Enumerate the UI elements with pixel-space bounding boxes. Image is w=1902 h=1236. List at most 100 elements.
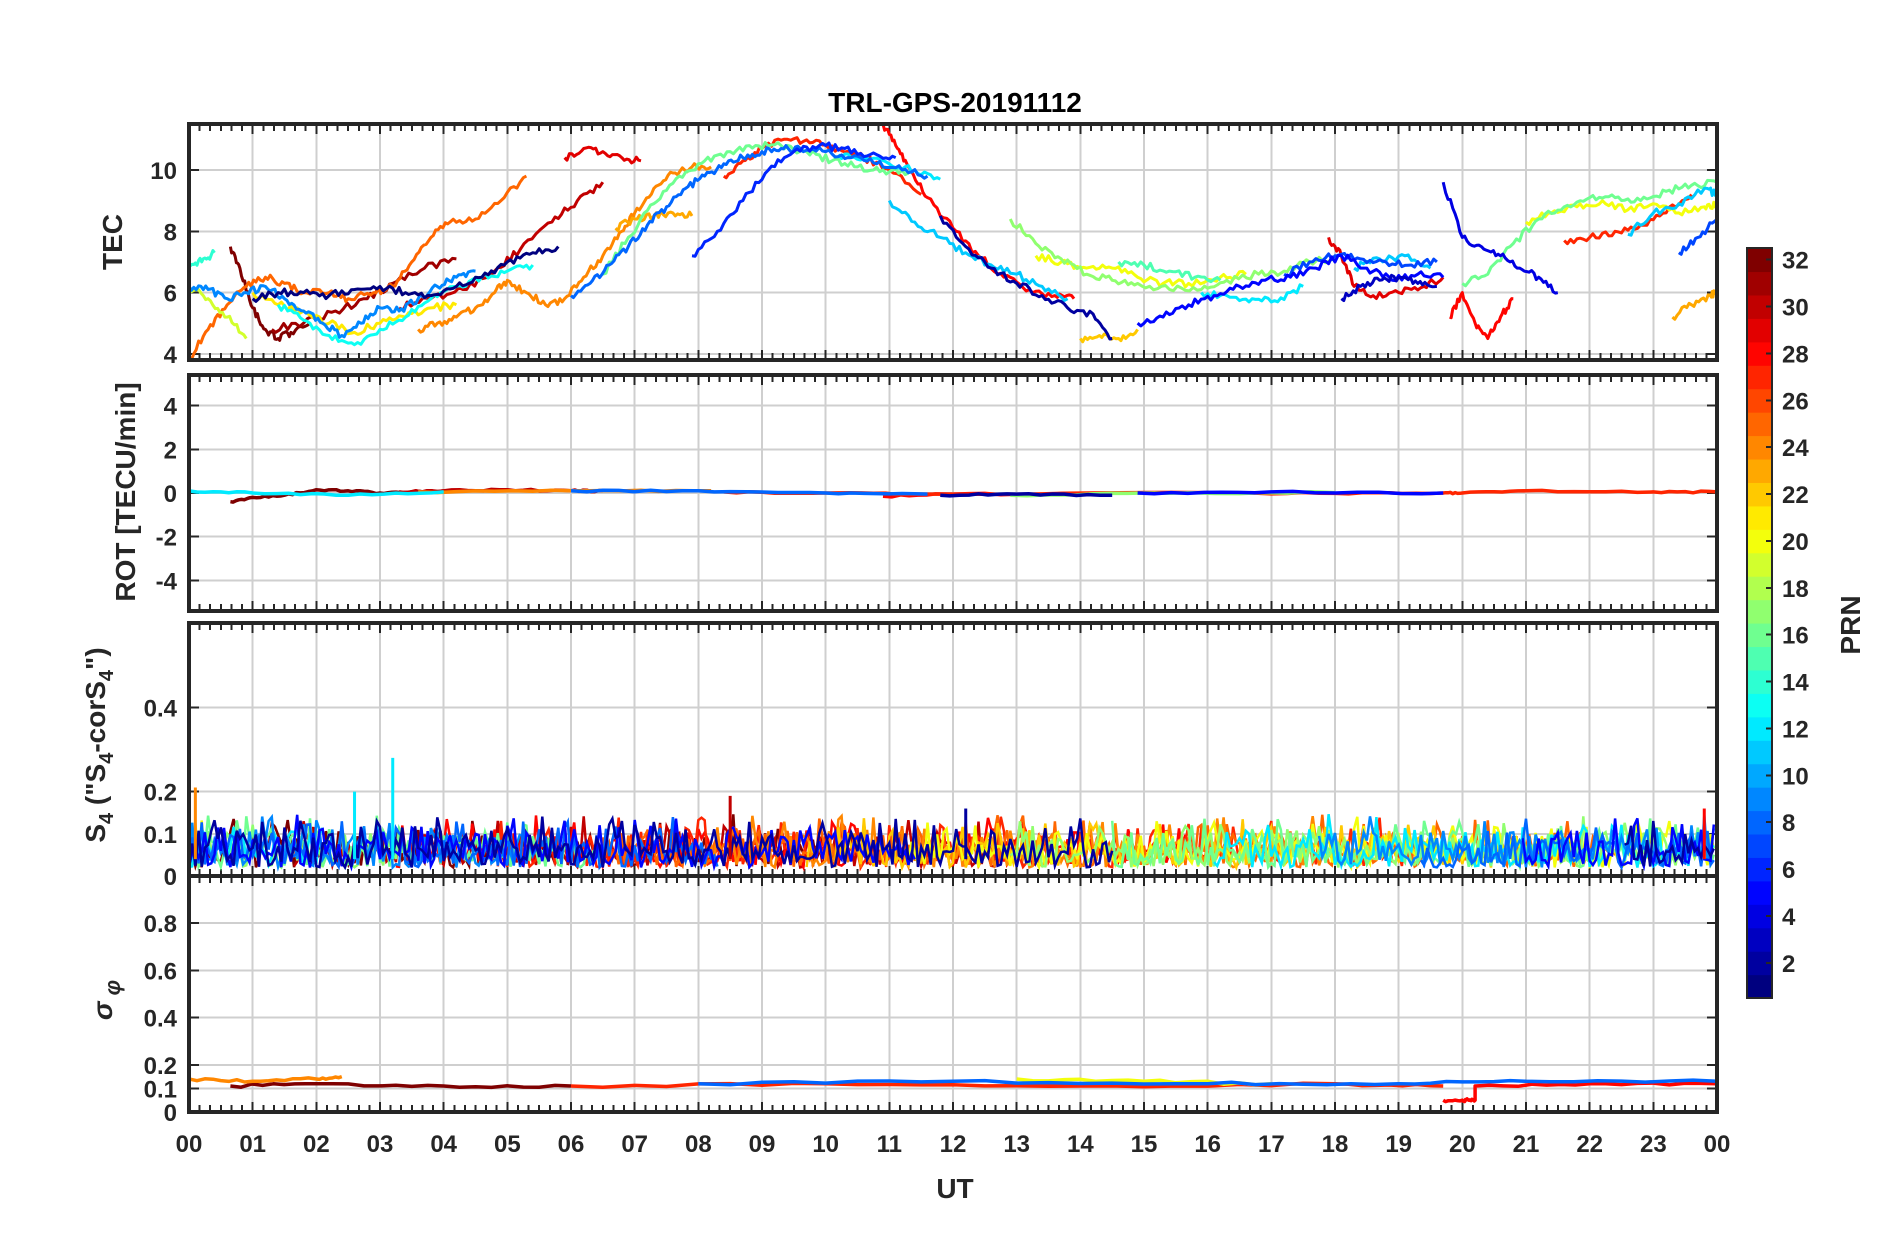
tec-ytick-label: 6 <box>164 281 177 308</box>
x-tick-label: 05 <box>494 1131 521 1158</box>
colorbar-tick-label: 12 <box>1782 716 1809 743</box>
x-tick-label: 07 <box>621 1131 648 1158</box>
x-tick-label: 15 <box>1131 1131 1158 1158</box>
tec-series-prn-2 <box>938 215 1113 341</box>
rot-ytick-label: 0 <box>164 481 177 508</box>
colorbar-tick-label: 18 <box>1782 576 1809 603</box>
tec-series-prn-16 <box>1461 178 1717 288</box>
tec-series-prn-12 <box>837 152 941 181</box>
panel-tec: 4 6 8 10 TEC <box>97 122 1719 369</box>
x-axis: 00 01 02 03 04 05 06 07 08 09 10 11 12 13 14 15 16 17 18 19… <box>176 1131 1731 1158</box>
colorbar-tick-label: 16 <box>1782 623 1809 650</box>
x-tick-label: 18 <box>1322 1131 1349 1158</box>
sigma_phi-series-prn-32 <box>230 1081 572 1090</box>
tec-series-prn-15 <box>1117 260 1222 284</box>
x-tick-label: 02 <box>303 1131 330 1158</box>
tec-series-group <box>189 124 1717 360</box>
tec-series-prn-28 <box>881 124 1076 300</box>
sigma_phi-ytick-label: 0.8 <box>144 911 177 938</box>
tec-frame <box>187 122 1719 362</box>
colorbar-tick-label: 24 <box>1782 435 1809 462</box>
tec-series-prn-6 <box>691 141 897 258</box>
colorbar-band <box>1747 974 1772 999</box>
sigma_phi-series-prn-8 <box>698 1078 1717 1087</box>
sigma_phi-series-prn-28 <box>1442 1081 1717 1104</box>
colorbar-band <box>1747 552 1772 577</box>
colorbar-tick-label: 10 <box>1782 763 1809 790</box>
colorbar-tick-label: 8 <box>1782 810 1795 837</box>
tec-series-prn-3 <box>1340 273 1438 303</box>
tec-series-prn-7 <box>1283 252 1438 278</box>
tec-series-prn-31 <box>270 256 457 334</box>
rot-ytick-label: 2 <box>164 437 177 464</box>
colorbar-band <box>1747 505 1772 530</box>
x-tick-label: 23 <box>1640 1131 1667 1158</box>
x-tick-label: 16 <box>1194 1131 1221 1158</box>
colorbar-band <box>1747 833 1772 858</box>
colorbar-band <box>1747 412 1772 437</box>
tec-series-prn-13 <box>276 263 534 347</box>
panel-sigma-phi: 00.10.2 0.4 0.6 0.8 σ φ <box>87 874 1719 1127</box>
s4-ytick-label: 0.4 <box>144 695 178 722</box>
panel-rot: -4 -2 0 2 4 ROT [TECU/min] <box>110 373 1719 613</box>
rot-series-prn-12 <box>189 489 444 498</box>
x-tick-label: 14 <box>1067 1131 1094 1158</box>
tec-series-prn-14 <box>189 249 216 267</box>
rot-ytick-label: -4 <box>156 568 178 595</box>
x-tick-label: 21 <box>1513 1131 1540 1158</box>
tec-ylabel: TEC <box>97 214 128 270</box>
colorbar-tick-label: 6 <box>1782 857 1795 884</box>
colorbar-tick-label: 20 <box>1782 529 1809 556</box>
tec-series-prn-19 <box>189 285 248 340</box>
chart-title: TRL-GPS-20191112 <box>828 87 1082 118</box>
x-tick-label: 19 <box>1385 1131 1412 1158</box>
colorbar-tick-label: 2 <box>1782 951 1795 978</box>
s4-ytick-label: 0.1 <box>144 822 177 849</box>
colorbar-tick-label: 32 <box>1782 248 1809 275</box>
sigma_phi-ytick-label: 0.2 <box>144 1053 177 1080</box>
colorbar-band <box>1747 646 1772 671</box>
tec-series-prn-1 <box>251 245 560 303</box>
tec-series-prn-20 <box>1525 199 1717 226</box>
tec-series-prn-23 <box>1671 289 1717 321</box>
s4-series-group <box>189 757 1716 873</box>
x-tick-label: 04 <box>430 1131 457 1158</box>
rot-frame <box>187 373 1719 613</box>
panel-s4: 0 0.1 0.2 0.4 S4 ("S4-corS4") <box>80 621 1719 891</box>
colorbar-tick-label: 28 <box>1782 341 1809 368</box>
tec-ytick-label: 10 <box>150 158 177 185</box>
colorbar-tick-label: 30 <box>1782 295 1809 322</box>
x-tick-label: 00 <box>176 1131 203 1158</box>
x-tick-label: 00 <box>1704 1131 1731 1158</box>
colorbar-band <box>1747 740 1772 765</box>
x-tick-label: 03 <box>367 1131 394 1158</box>
tec-series-prn-9 <box>189 269 476 339</box>
x-tick-label: 20 <box>1449 1131 1476 1158</box>
rot-series-group <box>189 487 1717 504</box>
colorbar-tick-label: 14 <box>1782 670 1809 697</box>
sigma_phi-frame <box>187 874 1719 1114</box>
s4-series-prn-2 <box>189 814 1715 871</box>
x-tick-label: 22 <box>1576 1131 1603 1158</box>
colorbar-band <box>1747 365 1772 390</box>
s4-ylabel: S4 ("S4-corS4") <box>80 647 118 842</box>
colorbar-band <box>1747 458 1772 483</box>
colorbar-band <box>1747 271 1772 296</box>
rot-series-prn-8 <box>570 488 928 496</box>
x-tick-label: 01 <box>239 1131 266 1158</box>
tec-series-prn-4 <box>1441 181 1559 295</box>
tec-series-prn-24 <box>417 162 712 334</box>
tec-series-prn-27 <box>1563 193 1693 246</box>
x-tick-label: 09 <box>749 1131 776 1158</box>
colorbar-tick-label: 26 <box>1782 388 1809 415</box>
rot-series-prn-2 <box>940 492 1113 498</box>
colorbar-band <box>1747 927 1772 952</box>
x-tick-label: 17 <box>1258 1131 1285 1158</box>
colorbar-tick-label: 22 <box>1782 482 1809 509</box>
tec-series-prn-29 <box>1327 237 1445 300</box>
sigma_phi-ytick-label: 0 <box>164 1100 177 1127</box>
colorbar-band <box>1747 880 1772 905</box>
sigma_phi-ytick-label: 0.1 <box>144 1076 177 1103</box>
